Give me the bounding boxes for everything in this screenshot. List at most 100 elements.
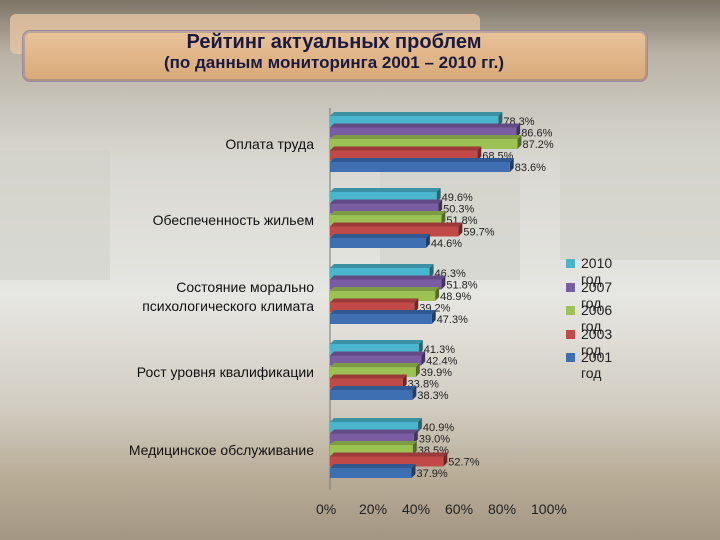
bar-side xyxy=(412,441,417,455)
bar xyxy=(330,314,432,324)
bar-side xyxy=(435,287,440,301)
bar-side xyxy=(415,363,420,377)
bar xyxy=(330,355,422,366)
bar-side xyxy=(477,146,482,161)
bar-side xyxy=(498,112,503,126)
bar-side xyxy=(413,429,418,444)
x-tick-label: 60% xyxy=(445,501,474,517)
bar-top xyxy=(330,374,407,379)
bar-side xyxy=(421,351,426,366)
legend-label: 2007 год xyxy=(581,278,613,311)
legend-swatch xyxy=(566,259,575,268)
bar xyxy=(330,139,518,149)
x-tick-label: 100% xyxy=(531,501,567,517)
bar-top xyxy=(330,199,443,204)
bar-top xyxy=(330,310,436,314)
bar-top xyxy=(330,264,434,268)
bar-top xyxy=(330,340,423,344)
bar xyxy=(330,150,478,161)
bar-top xyxy=(330,298,419,303)
bar-top xyxy=(330,222,463,227)
data-label: 41.3% xyxy=(424,344,455,356)
bar-top xyxy=(330,275,446,280)
data-label: 86.6% xyxy=(521,128,552,140)
bar xyxy=(330,445,413,455)
bar-top xyxy=(330,211,446,215)
bar xyxy=(330,378,403,389)
legend-label: 2001 год xyxy=(581,349,613,381)
legend-swatch xyxy=(566,306,575,315)
legend-label: 2003 год xyxy=(581,325,613,358)
bar xyxy=(330,127,517,138)
bar xyxy=(330,215,442,225)
data-label: 51.8% xyxy=(446,280,477,292)
bar xyxy=(330,468,412,478)
category-label-line: Обеспеченность жильем xyxy=(152,212,314,229)
bar xyxy=(330,279,442,290)
data-label: 47.3% xyxy=(437,314,468,326)
category-label-line: Состояние морально xyxy=(176,278,314,295)
background-building xyxy=(560,120,720,260)
bar-side xyxy=(509,158,514,172)
bar-side xyxy=(441,211,446,225)
x-tick-label: 20% xyxy=(359,501,388,517)
bar-top xyxy=(330,429,418,434)
data-label: 39.9% xyxy=(421,367,452,379)
bar-top xyxy=(330,363,420,367)
bar xyxy=(330,344,419,354)
bar-side xyxy=(516,123,521,138)
bar-side xyxy=(411,464,416,478)
bar-side xyxy=(429,264,434,278)
bar xyxy=(330,238,426,248)
category-label-line: Оплата труда xyxy=(225,136,314,153)
bar-side xyxy=(458,222,463,237)
bar-side xyxy=(402,374,407,389)
bar-top xyxy=(330,135,522,139)
bar-top xyxy=(330,123,521,128)
x-tick-label: 80% xyxy=(488,501,517,517)
data-label: 42.4% xyxy=(426,356,457,368)
bar-side xyxy=(517,135,522,149)
data-label: 39.0% xyxy=(419,434,450,446)
bar-top xyxy=(330,386,417,390)
bar xyxy=(330,390,413,400)
category-label-line: психологического климата xyxy=(142,297,314,314)
category-label-line: Медицинское обслуживание xyxy=(128,442,314,459)
bar-top xyxy=(330,464,416,468)
bar xyxy=(330,367,416,377)
data-label: 59.7% xyxy=(463,227,494,239)
bar-side xyxy=(418,340,423,354)
data-label: 40.9% xyxy=(423,422,454,434)
data-label: 38.3% xyxy=(417,390,448,402)
bar-side xyxy=(412,386,417,400)
category-label: Оплата труда xyxy=(40,135,314,154)
legend-swatch xyxy=(566,353,575,362)
data-label: 50.3% xyxy=(443,204,474,216)
bar-side xyxy=(441,275,446,290)
bar xyxy=(330,116,499,126)
legend-swatch xyxy=(566,329,575,339)
bar-top xyxy=(330,441,417,445)
data-label: 52.7% xyxy=(448,457,479,469)
chart-subtitle: (по данным мониторинга 2001 – 2010 гг.) xyxy=(163,53,505,72)
data-label: 87.2% xyxy=(522,139,553,151)
bar-top xyxy=(330,452,448,457)
bar xyxy=(330,203,439,214)
bar-top xyxy=(330,146,482,151)
bar-side xyxy=(438,199,443,214)
chart-title: Рейтинг актуальных проблем xyxy=(186,31,482,53)
legend-swatch xyxy=(566,282,575,292)
bar xyxy=(330,456,444,467)
bar xyxy=(330,162,510,172)
bar xyxy=(330,192,437,202)
data-label: 49.6% xyxy=(442,192,473,204)
bar-side xyxy=(443,452,448,467)
bar-top xyxy=(330,112,503,116)
bar-top xyxy=(330,188,441,192)
bar-side xyxy=(436,188,441,202)
bar-top xyxy=(330,351,426,356)
x-tick-label: 0% xyxy=(316,501,337,517)
bar-top xyxy=(330,287,440,291)
bar xyxy=(330,422,418,432)
